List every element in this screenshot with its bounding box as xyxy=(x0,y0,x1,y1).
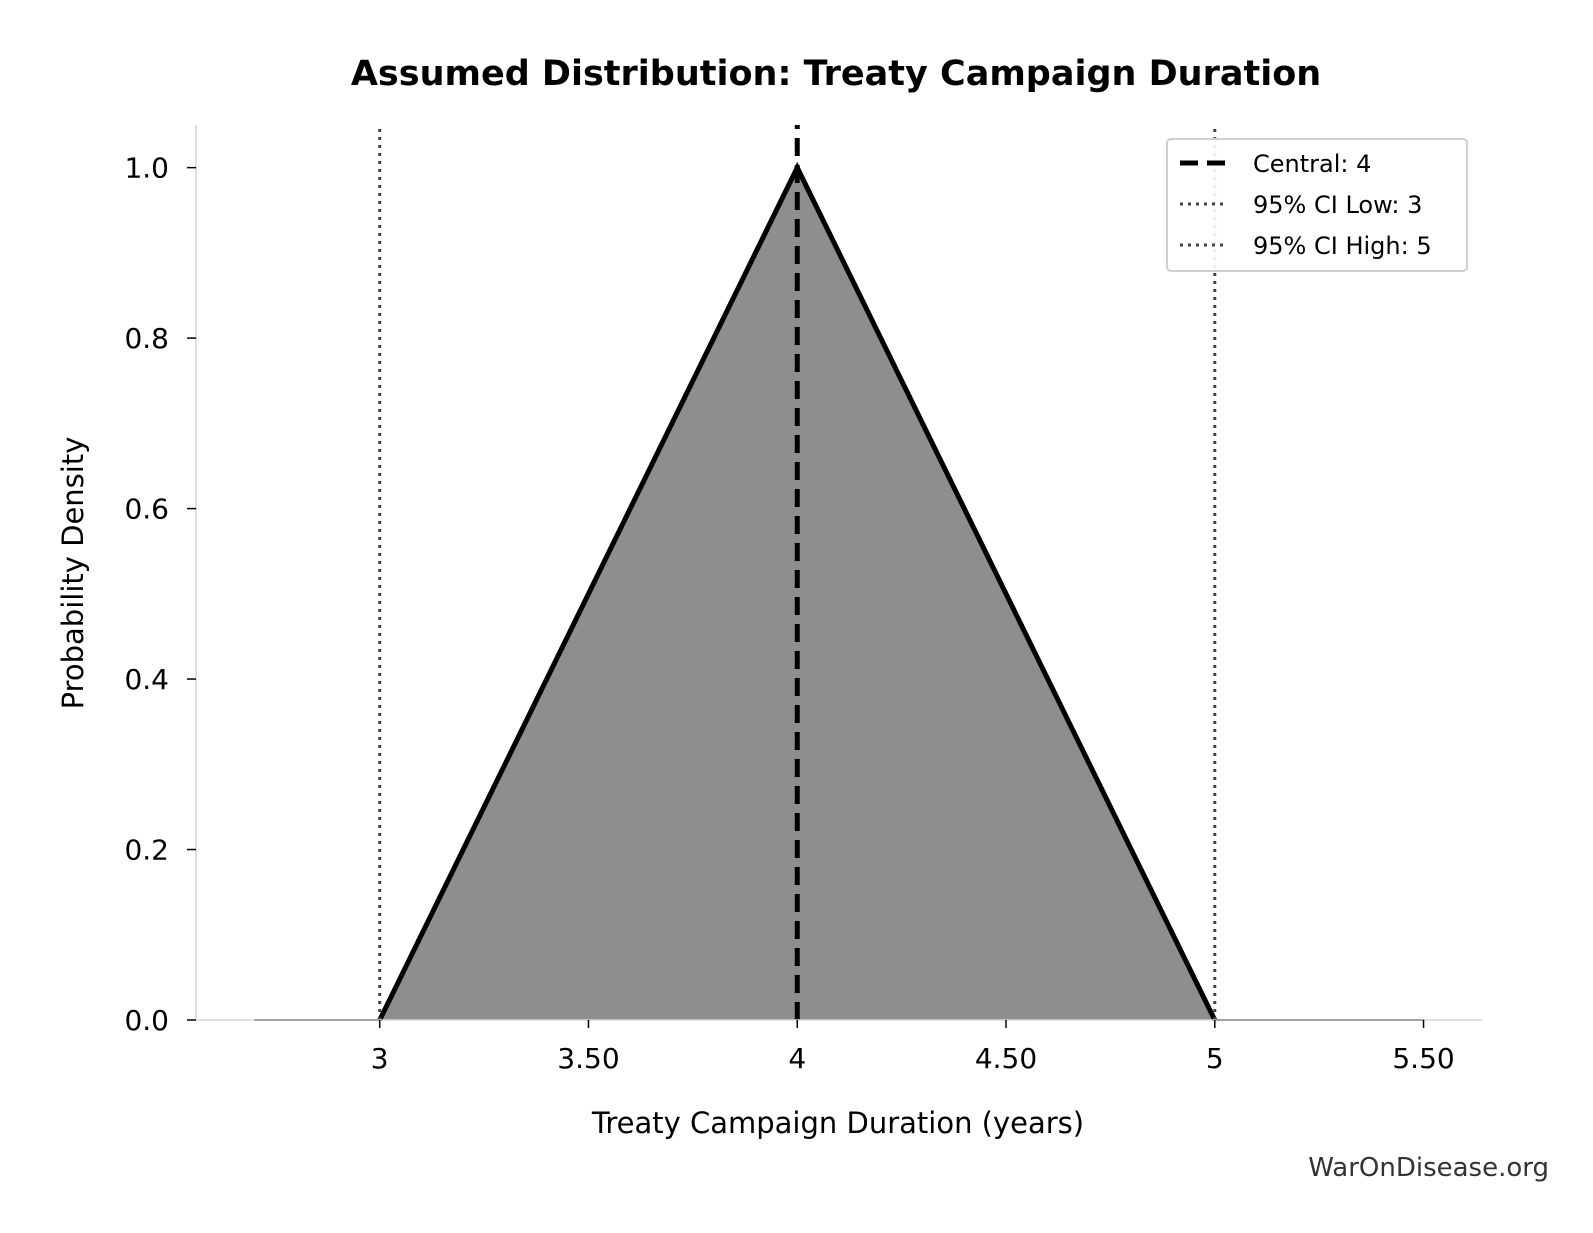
legend: Central: 4 95% CI Low: 3 95% CI High: 5 xyxy=(1166,138,1468,272)
y-tick-label: 0.0 xyxy=(124,1004,169,1037)
x-tick-label: 4.50 xyxy=(975,1042,1037,1075)
y-ticks: 0.0 0.2 0.4 0.6 0.8 1.0 xyxy=(124,152,196,1037)
plot-area xyxy=(254,125,1424,1022)
y-tick-label: 0.8 xyxy=(124,322,169,355)
y-axis-label: Probability Density xyxy=(56,437,90,710)
x-ticks: 3 3.50 4 4.50 5 5.50 xyxy=(371,1020,1455,1075)
x-tick-label: 3 xyxy=(371,1042,389,1075)
x-tick-label: 3.50 xyxy=(557,1042,619,1075)
legend-label-ci-low: 95% CI Low: 3 xyxy=(1253,191,1422,219)
x-tick-label: 4 xyxy=(788,1042,806,1075)
y-tick-label: 0.2 xyxy=(124,834,169,867)
legend-label-ci-high: 95% CI High: 5 xyxy=(1253,232,1432,260)
x-axis-label: Treaty Campaign Duration (years) xyxy=(591,1106,1084,1140)
x-tick-label: 5.50 xyxy=(1392,1042,1454,1075)
watermark: WarOnDisease.org xyxy=(1308,1153,1549,1183)
y-tick-label: 1.0 xyxy=(124,152,169,185)
y-tick-label: 0.4 xyxy=(124,663,169,696)
x-tick-label: 5 xyxy=(1206,1042,1224,1075)
legend-box xyxy=(1166,138,1468,272)
distribution-area xyxy=(254,167,1424,1021)
y-tick-label: 0.6 xyxy=(124,493,169,526)
chart-title: Assumed Distribution: Treaty Campaign Du… xyxy=(351,54,1321,94)
legend-label-central: Central: 4 xyxy=(1253,150,1371,178)
